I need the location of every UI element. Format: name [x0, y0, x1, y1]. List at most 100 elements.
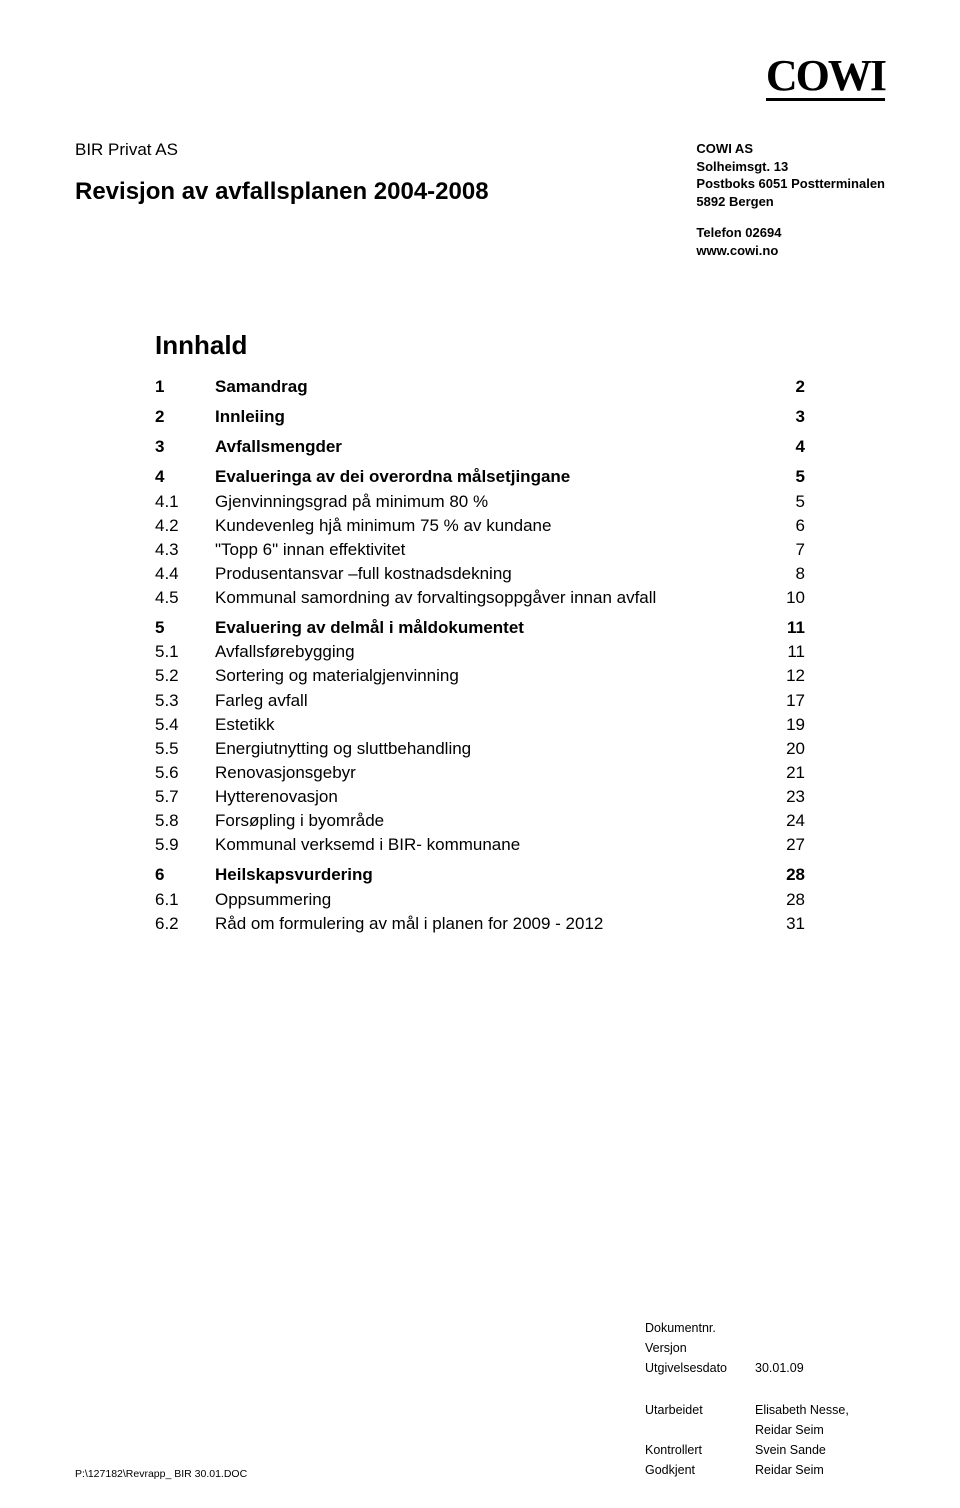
header-right: COWI AS Solheimsgt. 13 Postboks 6051 Pos…	[696, 140, 885, 259]
address-line: Solheimsgt. 13	[696, 158, 885, 176]
toc-group: 3Avfallsmengder4	[155, 435, 805, 459]
toc-group: 2Innleiing3	[155, 405, 805, 429]
toc-row: 5Evaluering av delmål i måldokumentet11	[155, 616, 805, 640]
meta-label	[645, 1420, 755, 1440]
toc-row: 5.6Renovasjonsgebyr21	[155, 761, 805, 785]
toc-page: 11	[765, 640, 805, 664]
toc-row: 4.1Gjenvinningsgrad på minimum 80 %5	[155, 490, 805, 514]
toc-page: 17	[765, 689, 805, 713]
toc-page: 23	[765, 785, 805, 809]
toc-text: Farleg avfall	[215, 689, 765, 713]
meta-value: Elisabeth Nesse,	[755, 1400, 885, 1420]
toc-row: 6.2Råd om formulering av mål i planen fo…	[155, 912, 805, 936]
meta-label: Godkjent	[645, 1460, 755, 1480]
toc-text: Samandrag	[215, 375, 765, 399]
meta-row: Versjon	[645, 1338, 885, 1358]
meta-value: Reidar Seim	[755, 1420, 885, 1440]
toc-text: Forsøpling i byområde	[215, 809, 765, 833]
meta-value: Reidar Seim	[755, 1460, 885, 1480]
toc-page: 24	[765, 809, 805, 833]
toc-number: 5.4	[155, 713, 215, 737]
meta-label: Kontrollert	[645, 1440, 755, 1460]
toc-text: Gjenvinningsgrad på minimum 80 %	[215, 490, 765, 514]
toc-page: 6	[765, 514, 805, 538]
toc-row: 5.3Farleg avfall17	[155, 689, 805, 713]
address-line: 5892 Bergen	[696, 193, 885, 211]
file-path: P:\127182\Revrapp_ BIR 30.01.DOC	[75, 1468, 247, 1480]
toc-text: Kundevenleg hjå minimum 75 % av kundane	[215, 514, 765, 538]
toc-text: Oppsummering	[215, 888, 765, 912]
toc-row: 5.8Forsøpling i byområde24	[155, 809, 805, 833]
toc-number: 5.6	[155, 761, 215, 785]
toc-row: 3Avfallsmengder4	[155, 435, 805, 459]
meta-label: Utgivelsesdato	[645, 1358, 755, 1378]
toc-page: 20	[765, 737, 805, 761]
toc-number: 5.5	[155, 737, 215, 761]
toc-row: 4.3"Topp 6" innan effektivitet7	[155, 538, 805, 562]
toc-number: 5	[155, 616, 215, 640]
meta-label: Dokumentnr.	[645, 1318, 755, 1338]
toc-page: 11	[765, 616, 805, 640]
toc-number: 5.8	[155, 809, 215, 833]
toc-number: 4.5	[155, 586, 215, 610]
meta-value: 30.01.09	[755, 1358, 885, 1378]
toc-text: "Topp 6" innan effektivitet	[215, 538, 765, 562]
toc-number: 5.2	[155, 664, 215, 688]
toc-row: 4.2Kundevenleg hjå minimum 75 % av kunda…	[155, 514, 805, 538]
toc-row: 2Innleiing3	[155, 405, 805, 429]
toc-text: Heilskapsvurdering	[215, 863, 765, 887]
meta-label: Versjon	[645, 1338, 755, 1358]
toc-number: 4.1	[155, 490, 215, 514]
toc-row: 4Evalueringa av dei overordna målsetjing…	[155, 465, 805, 489]
toc-page: 5	[765, 465, 805, 489]
toc-row: 6.1Oppsummering28	[155, 888, 805, 912]
meta-row: Dokumentnr.	[645, 1318, 885, 1338]
toc-row: 4.4Produsentansvar –full kostnadsdekning…	[155, 562, 805, 586]
toc-page: 7	[765, 538, 805, 562]
toc-row: 6Heilskapsvurdering28	[155, 863, 805, 887]
toc-text: Sortering og materialgjenvinning	[215, 664, 765, 688]
toc-row: 4.5Kommunal samordning av forvaltingsopp…	[155, 586, 805, 610]
meta-block-1: Dokumentnr.VersjonUtgivelsesdato30.01.09	[645, 1318, 885, 1378]
toc-row: 5.2Sortering og materialgjenvinning12	[155, 664, 805, 688]
meta-row: GodkjentReidar Seim	[645, 1460, 885, 1480]
toc-page: 28	[765, 888, 805, 912]
meta-row: Reidar Seim	[645, 1420, 885, 1440]
meta-row: UtarbeidetElisabeth Nesse,	[645, 1400, 885, 1420]
toc-number: 6.1	[155, 888, 215, 912]
toc-text: Avfallsførebygging	[215, 640, 765, 664]
toc-page: 27	[765, 833, 805, 857]
toc-number: 4.4	[155, 562, 215, 586]
toc-text: Avfallsmengder	[215, 435, 765, 459]
toc-heading: Innhald	[155, 330, 805, 361]
toc-number: 4.2	[155, 514, 215, 538]
toc-page: 19	[765, 713, 805, 737]
toc-text: Hytterenovasjon	[215, 785, 765, 809]
toc-group: 4Evalueringa av dei overordna målsetjing…	[155, 465, 805, 610]
toc-number: 5.3	[155, 689, 215, 713]
toc-row: 5.1Avfallsførebygging11	[155, 640, 805, 664]
toc-page: 21	[765, 761, 805, 785]
meta-row: Utgivelsesdato30.01.09	[645, 1358, 885, 1378]
toc-number: 6.2	[155, 912, 215, 936]
phone: Telefon 02694	[696, 224, 885, 242]
toc-body: 1Samandrag22Innleiing33Avfallsmengder44E…	[155, 375, 805, 936]
toc-row: 5.4Estetikk19	[155, 713, 805, 737]
toc-number: 4	[155, 465, 215, 489]
meta-value	[755, 1338, 885, 1358]
toc-number: 4.3	[155, 538, 215, 562]
toc-page: 3	[765, 405, 805, 429]
toc-row: 5.5Energiutnytting og sluttbehandling20	[155, 737, 805, 761]
toc-text: Råd om formulering av mål i planen for 2…	[215, 912, 765, 936]
toc-page: 28	[765, 863, 805, 887]
toc-page: 2	[765, 375, 805, 399]
meta-block-2: UtarbeidetElisabeth Nesse,Reidar SeimKon…	[645, 1400, 885, 1480]
meta-value: Svein Sande	[755, 1440, 885, 1460]
toc-row: 1Samandrag2	[155, 375, 805, 399]
toc-row: 5.9Kommunal verksemd i BIR- kommunane27	[155, 833, 805, 857]
toc-page: 5	[765, 490, 805, 514]
toc-number: 5.1	[155, 640, 215, 664]
toc-number: 5.9	[155, 833, 215, 857]
toc-text: Kommunal verksemd i BIR- kommunane	[215, 833, 765, 857]
logo: COWI	[766, 55, 885, 101]
